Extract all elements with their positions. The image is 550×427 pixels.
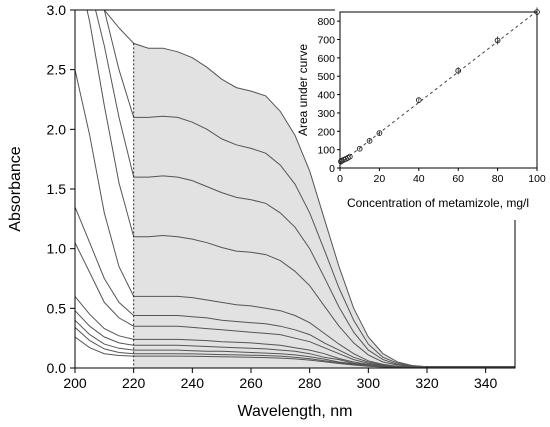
inset-y-tick-label: 0 xyxy=(329,163,335,175)
main-y-tick-label: 3.0 xyxy=(47,2,67,18)
main-y-tick-label: 2.5 xyxy=(47,62,67,78)
inset-x-tick-label: 40 xyxy=(413,173,425,185)
inset-y-tick-label: 200 xyxy=(317,126,335,138)
inset-data-point xyxy=(347,153,353,160)
main-x-tick-label: 240 xyxy=(181,375,205,391)
shaded-integration-area xyxy=(133,43,427,368)
inset-background xyxy=(335,8,545,220)
main-x-tick-label: 220 xyxy=(122,375,146,391)
inset-y-tick-label: 800 xyxy=(317,16,335,28)
main-y-tick-label: 2.0 xyxy=(47,121,67,137)
inset-plot-frame xyxy=(339,11,538,169)
main-x-tick-label: 320 xyxy=(415,375,439,391)
inset-data-point xyxy=(415,97,422,103)
main-chart: 200 220 240 260 280 300 320 340 0.00.51.01.52.0… xyxy=(7,2,516,420)
inset-y-tick-label: 400 xyxy=(317,90,335,102)
main-x-tick-label: 260 xyxy=(239,375,263,391)
main-x-ticks: 200 220 240 260 280 300 320 340 xyxy=(63,368,498,391)
main-x-tick-label: 200 xyxy=(63,375,87,391)
inset-x-ticks: 0 20 40 60 80 100 xyxy=(337,168,546,185)
inset-y-tick-label: 700 xyxy=(317,35,335,47)
inset-y-tick-label: 500 xyxy=(317,71,335,83)
main-x-tick-label: 280 xyxy=(298,375,322,391)
inset-x-axis-title: Concentration of metamizole, mg/l xyxy=(347,196,529,210)
spectrum-line-12 xyxy=(75,336,515,368)
inset-data-point xyxy=(455,67,462,74)
main-y-tick-label: 1.0 xyxy=(47,241,67,257)
inset-data-point xyxy=(356,145,363,152)
inset-chart: 0 20 40 60 80 100 0 100 200 300 400 500 600 700 800 C… xyxy=(296,7,546,220)
inset-y-axis-title: Area under curve xyxy=(296,44,310,136)
inset-x-tick-label: 0 xyxy=(337,173,343,185)
inset-x-tick-label: 20 xyxy=(374,173,386,185)
inset-y-tick-label: 600 xyxy=(317,53,335,65)
main-y-tick-label: 1.5 xyxy=(47,181,67,197)
inset-x-tick-label: 80 xyxy=(492,173,504,185)
main-y-tick-label: 0.5 xyxy=(47,300,67,316)
inset-x-tick-label: 100 xyxy=(528,173,546,185)
main-x-tick-label: 340 xyxy=(474,375,498,391)
main-y-tick-label: 0.0 xyxy=(47,360,67,376)
main-series-group xyxy=(75,10,515,368)
inset-data-point xyxy=(494,37,501,44)
main-x-tick-label: 300 xyxy=(357,375,381,391)
main-x-axis-title: Wavelength, nm xyxy=(237,403,352,420)
inset-y-tick-label: 300 xyxy=(317,108,335,120)
inset-data-point xyxy=(366,137,373,144)
inset-data-point xyxy=(338,158,344,165)
main-y-axis-title: Absorbance xyxy=(7,146,24,231)
inset-data-point xyxy=(376,130,383,136)
inset-x-tick-label: 60 xyxy=(452,173,464,185)
main-y-ticks: 0.0 0.5 1.0 1.5 2.0 2.5 3.0 xyxy=(47,2,75,376)
inset-y-tick-label: 100 xyxy=(317,145,335,157)
inset-y-ticks: 0 100 200 300 400 500 600 700 800 xyxy=(317,16,340,175)
